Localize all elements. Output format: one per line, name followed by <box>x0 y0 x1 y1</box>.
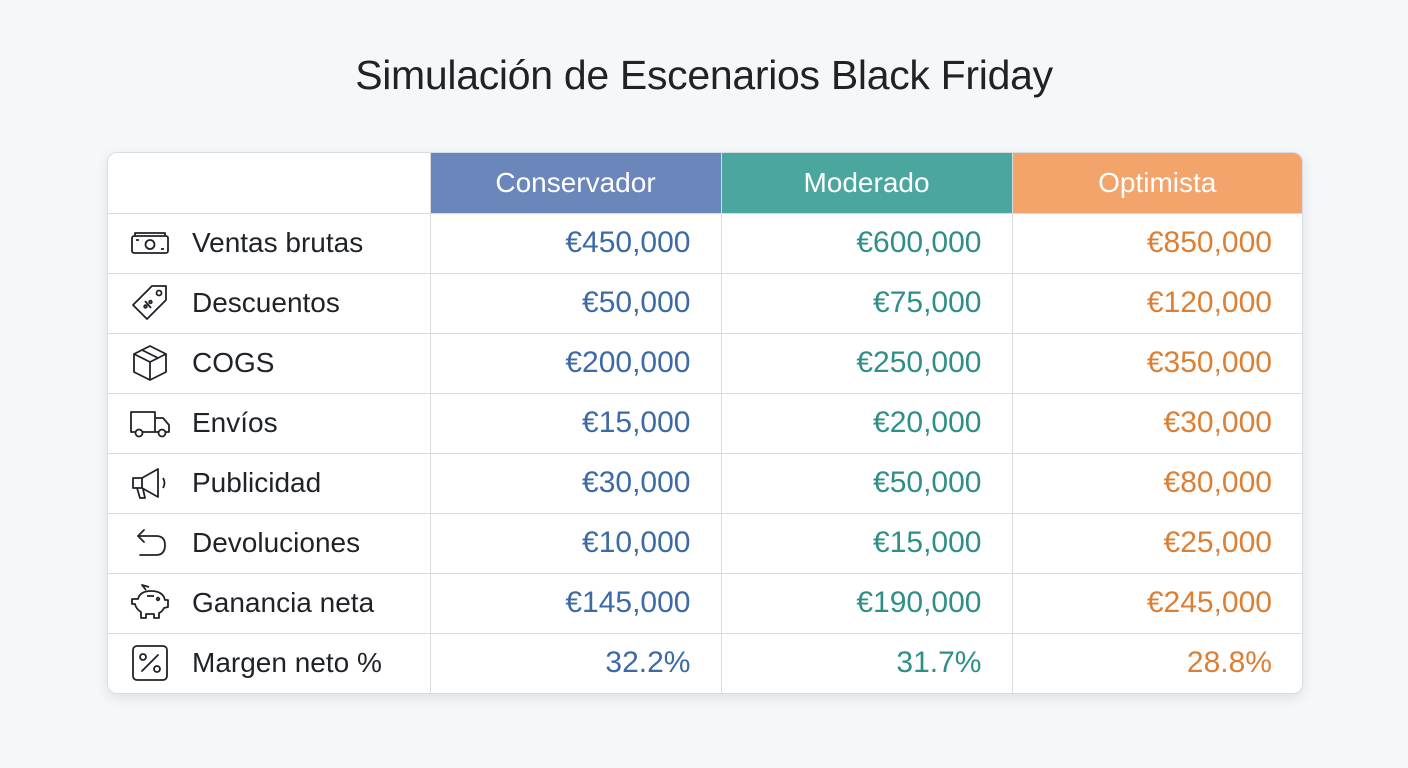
cell-value: €30,000 <box>430 453 722 514</box>
row-label: Envíos <box>192 407 278 438</box>
row-label-group: Publicidad <box>108 461 430 505</box>
cell-value: €250,000 <box>721 333 1013 394</box>
table-header-row: Conservador Moderado Optimista <box>108 153 1302 214</box>
row-label-group: COGS <box>108 341 430 385</box>
cell-value: €10,000 <box>430 513 722 574</box>
row-label: COGS <box>192 347 275 378</box>
cell-value: €50,000 <box>430 273 722 334</box>
row-label: Publicidad <box>192 467 322 498</box>
cell-value: €75,000 <box>721 273 1013 334</box>
row-label-group: Descuentos <box>108 281 430 325</box>
cell-value: 31.7% <box>721 633 1013 693</box>
cell-value: €245,000 <box>1012 573 1302 634</box>
table-row: Publicidad €30,000 €50,000 €80,000 <box>108 453 1302 514</box>
row-label-group: Ganancia neta <box>108 581 430 625</box>
header-blank-cell <box>108 153 431 214</box>
row-label-cell: Ventas brutas <box>108 213 431 274</box>
table-row: Ganancia neta €145,000 €190,000 €245,000 <box>108 573 1302 634</box>
scenario-table: Conservador Moderado Optimista <box>108 153 1302 693</box>
row-label: Margen neto % <box>192 647 382 679</box>
box-icon <box>128 341 172 385</box>
cell-value: €20,000 <box>721 393 1013 454</box>
row-label: Ventas brutas <box>192 227 364 258</box>
row-label: Descuentos <box>192 287 340 318</box>
row-label-group: Ventas brutas <box>108 221 430 265</box>
table-row: Margen neto % 32.2% 31.7% 28.8% <box>108 633 1302 693</box>
row-label-cell: Margen neto % <box>108 633 431 693</box>
cell-value: €15,000 <box>721 513 1013 574</box>
cell-value: €25,000 <box>1012 513 1302 574</box>
cell-value: €850,000 <box>1012 213 1302 274</box>
column-header-moderado: Moderado <box>721 153 1013 214</box>
cell-value: €190,000 <box>721 573 1013 634</box>
table-row: Descuentos €50,000 €75,000 €120,000 <box>108 273 1302 334</box>
row-label-cell: Envíos <box>108 393 431 454</box>
cell-value: €145,000 <box>430 573 722 634</box>
cell-value: €120,000 <box>1012 273 1302 334</box>
row-label: Ganancia neta <box>192 587 375 618</box>
cell-value: €50,000 <box>721 453 1013 514</box>
cell-value: €600,000 <box>721 213 1013 274</box>
table-row: Envíos €15,000 €20,000 €30,000 <box>108 393 1302 454</box>
row-label-cell: Publicidad <box>108 453 431 514</box>
row-label-cell: COGS <box>108 333 431 394</box>
truck-icon <box>128 401 172 445</box>
column-header-conservador: Conservador <box>430 153 722 214</box>
megaphone-icon <box>128 461 172 505</box>
cell-value: €450,000 <box>430 213 722 274</box>
scenario-table-card: Conservador Moderado Optimista <box>107 152 1303 694</box>
table-row: COGS €200,000 €250,000 €350,000 <box>108 333 1302 394</box>
cell-value: 28.8% <box>1186 646 1272 680</box>
cell-value: €350,000 <box>1012 333 1302 394</box>
page-title: Simulación de Escenarios Black Friday <box>355 52 1053 98</box>
cell-value: €200,000 <box>430 333 722 394</box>
table-row: Devoluciones €10,000 €15,000 €25,000 <box>108 513 1302 574</box>
row-label-group: Envíos <box>108 401 430 445</box>
percent-icon <box>128 641 172 685</box>
tag-icon <box>128 281 172 325</box>
row-label: Devoluciones <box>192 527 361 558</box>
row-label-cell: Devoluciones <box>108 513 431 574</box>
table-row: Ventas brutas €450,000 €600,000 €850,000 <box>108 213 1302 274</box>
cell-value: €15,000 <box>430 393 722 454</box>
piggy-bank-icon <box>128 581 172 625</box>
column-header-optimista: Optimista <box>1012 153 1302 214</box>
row-label-cell: Descuentos <box>108 273 431 334</box>
money-icon <box>128 221 172 265</box>
cell-value: €30,000 <box>1012 393 1302 454</box>
row-label-group: Devoluciones <box>108 521 430 565</box>
row-label-group: Margen neto % <box>108 641 430 685</box>
cell-value: 32.2% <box>430 633 722 693</box>
return-arrow-icon <box>128 521 172 565</box>
row-label-cell: Ganancia neta <box>108 573 431 634</box>
cell-value: €80,000 <box>1012 453 1302 514</box>
